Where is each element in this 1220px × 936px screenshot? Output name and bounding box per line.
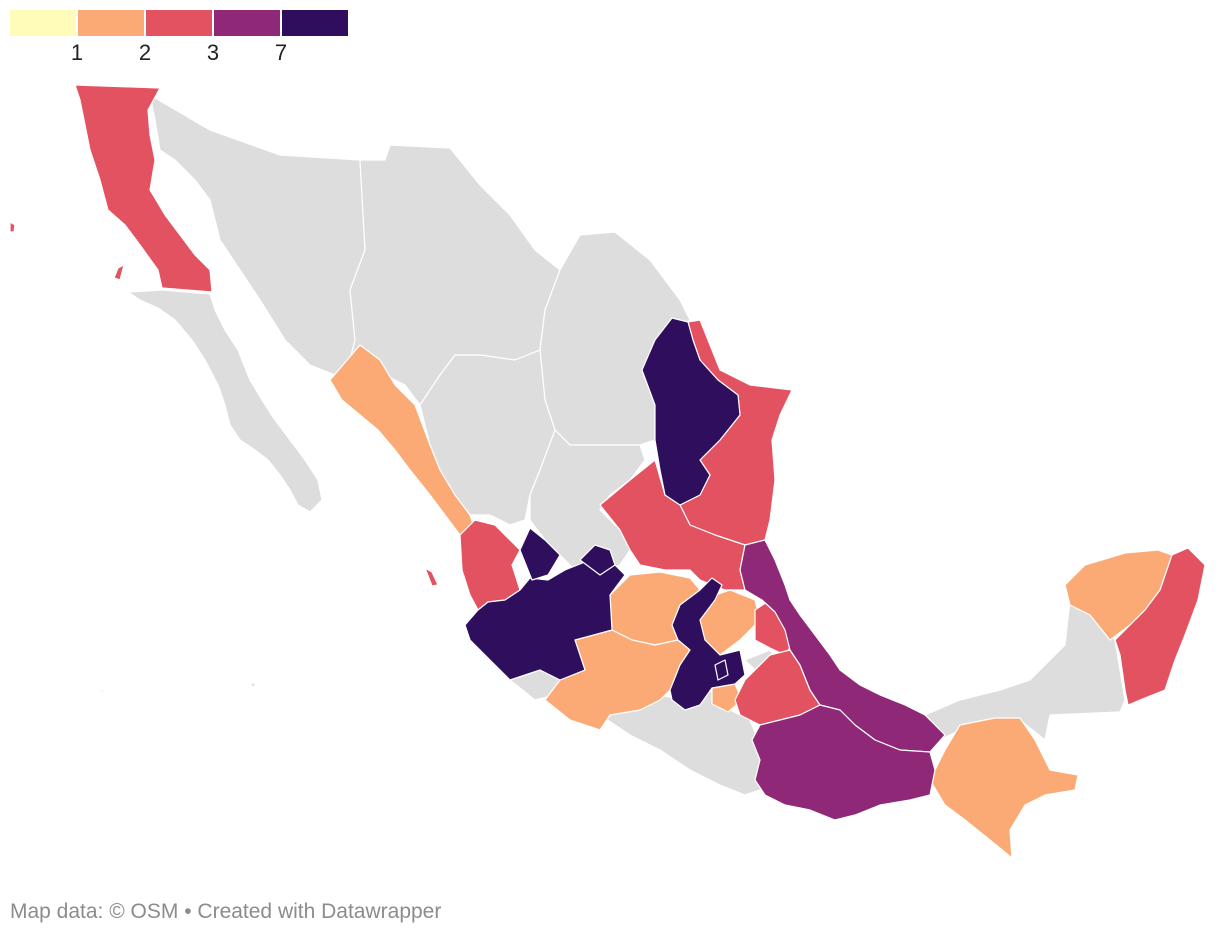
region-island-small[interactable] [99, 689, 105, 694]
legend-swatch-0 [10, 10, 76, 36]
region-chiapas[interactable] [929, 717, 1079, 859]
legend-ticks: 1 2 3 7 [10, 36, 350, 66]
footer-separator: • [178, 900, 198, 923]
region-guadalupe-island[interactable] [9, 221, 16, 233]
legend-swatch-3 [214, 10, 280, 36]
legend-tick-4: 7 [274, 40, 288, 65]
no-data-regions [99, 94, 1126, 796]
region-islas-marias[interactable] [424, 567, 439, 587]
region-cedros-island[interactable] [113, 264, 125, 281]
legend-swatch-1 [78, 10, 144, 36]
region-baja-california-sur[interactable] [127, 289, 323, 513]
region-jalisco[interactable] [464, 559, 626, 681]
region-mexico-city[interactable] [714, 659, 729, 681]
region-aguascalientes[interactable] [579, 544, 616, 576]
bin-3-regions [739, 539, 946, 821]
region-baja-california[interactable] [74, 84, 213, 293]
legend-tick-1: 1 [70, 40, 84, 65]
legend-swatches [10, 10, 350, 36]
legend-swatch-4 [282, 10, 348, 36]
bin-2-regions [9, 84, 1206, 726]
region-oaxaca[interactable] [751, 704, 936, 821]
attribution-footer: Map data: © OSM • Created with Datawrapp… [10, 900, 441, 924]
bin-7-regions [464, 317, 746, 711]
legend-tick-2: 2 [138, 40, 152, 65]
region-quintana-roo[interactable] [1114, 547, 1206, 706]
region-michoacan[interactable] [544, 629, 691, 731]
legend-swatch-2 [146, 10, 212, 36]
region-state-of-mexico[interactable] [669, 577, 746, 711]
bin-1-regions [329, 344, 1173, 859]
region-island-socorro[interactable] [249, 681, 257, 689]
region-nuevo-leon[interactable] [641, 317, 741, 506]
map-legend: 1 2 3 7 [10, 10, 350, 70]
region-zacatecas-south[interactable] [519, 527, 561, 581]
mexico-choropleth-map [9, 84, 1206, 859]
created-with-credit[interactable]: Created with Datawrapper [197, 900, 442, 923]
map-data-credit[interactable]: Map data: © OSM [10, 900, 179, 923]
region-sonora[interactable] [149, 94, 366, 376]
legend-tick-3: 3 [206, 40, 220, 65]
